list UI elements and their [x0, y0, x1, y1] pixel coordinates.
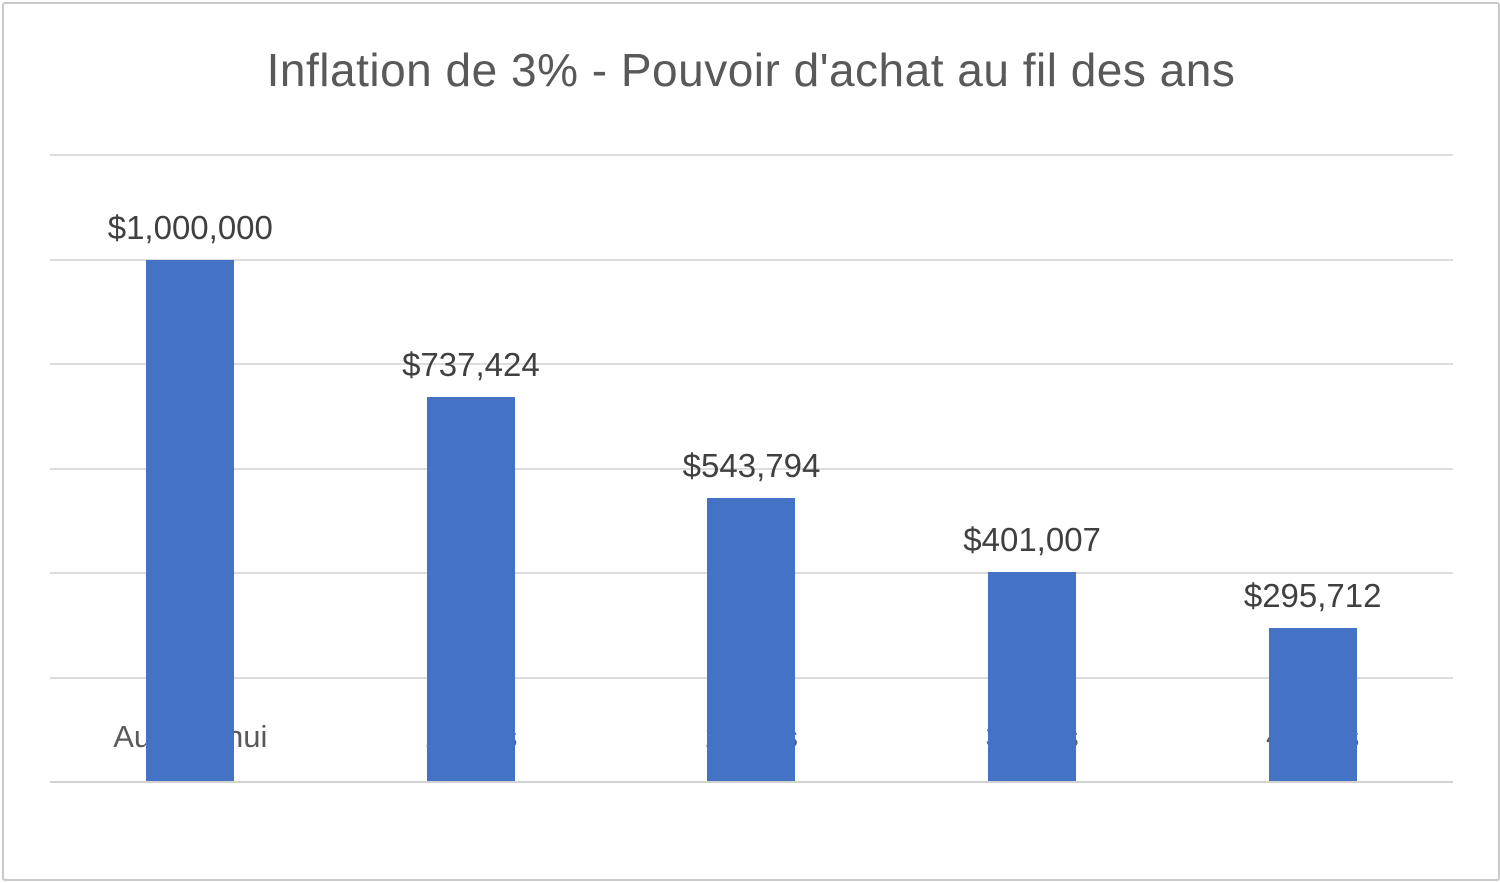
bars-container: $1,000,000 $737,424 $543,794 $401,007 $295,7… — [50, 155, 1453, 782]
bar-3 — [988, 572, 1077, 782]
bar-slot-3: $401,007 — [892, 155, 1173, 782]
gridline — [50, 467, 1453, 470]
x-axis-line — [50, 781, 1453, 783]
bar-slot-1: $737,424 — [331, 155, 612, 782]
data-label-4: $295,712 — [1243, 576, 1382, 614]
gridline — [50, 154, 1453, 156]
bar-4 — [1268, 627, 1357, 782]
bar-0 — [146, 259, 235, 782]
bar-slot-2: $543,794 — [611, 155, 892, 782]
gridline — [50, 363, 1453, 366]
data-label-1: $737,424 — [402, 345, 540, 383]
bar-slot-0: $1,000,000 — [50, 155, 331, 782]
plot-area: $1,000,000 $737,424 $543,794 $401,007 $295,7… — [50, 154, 1453, 783]
chart-title: Inflation de 3% - Pouvoir d'achat au fil… — [266, 44, 1236, 96]
bar-slot-4: $295,712 — [1172, 155, 1453, 782]
bar-1 — [426, 396, 515, 782]
gridline — [50, 258, 1453, 261]
data-label-3: $401,007 — [963, 521, 1101, 559]
bar-2 — [707, 497, 796, 782]
data-label-2: $543,794 — [682, 446, 821, 484]
data-label-0: $1,000,000 — [107, 208, 273, 246]
